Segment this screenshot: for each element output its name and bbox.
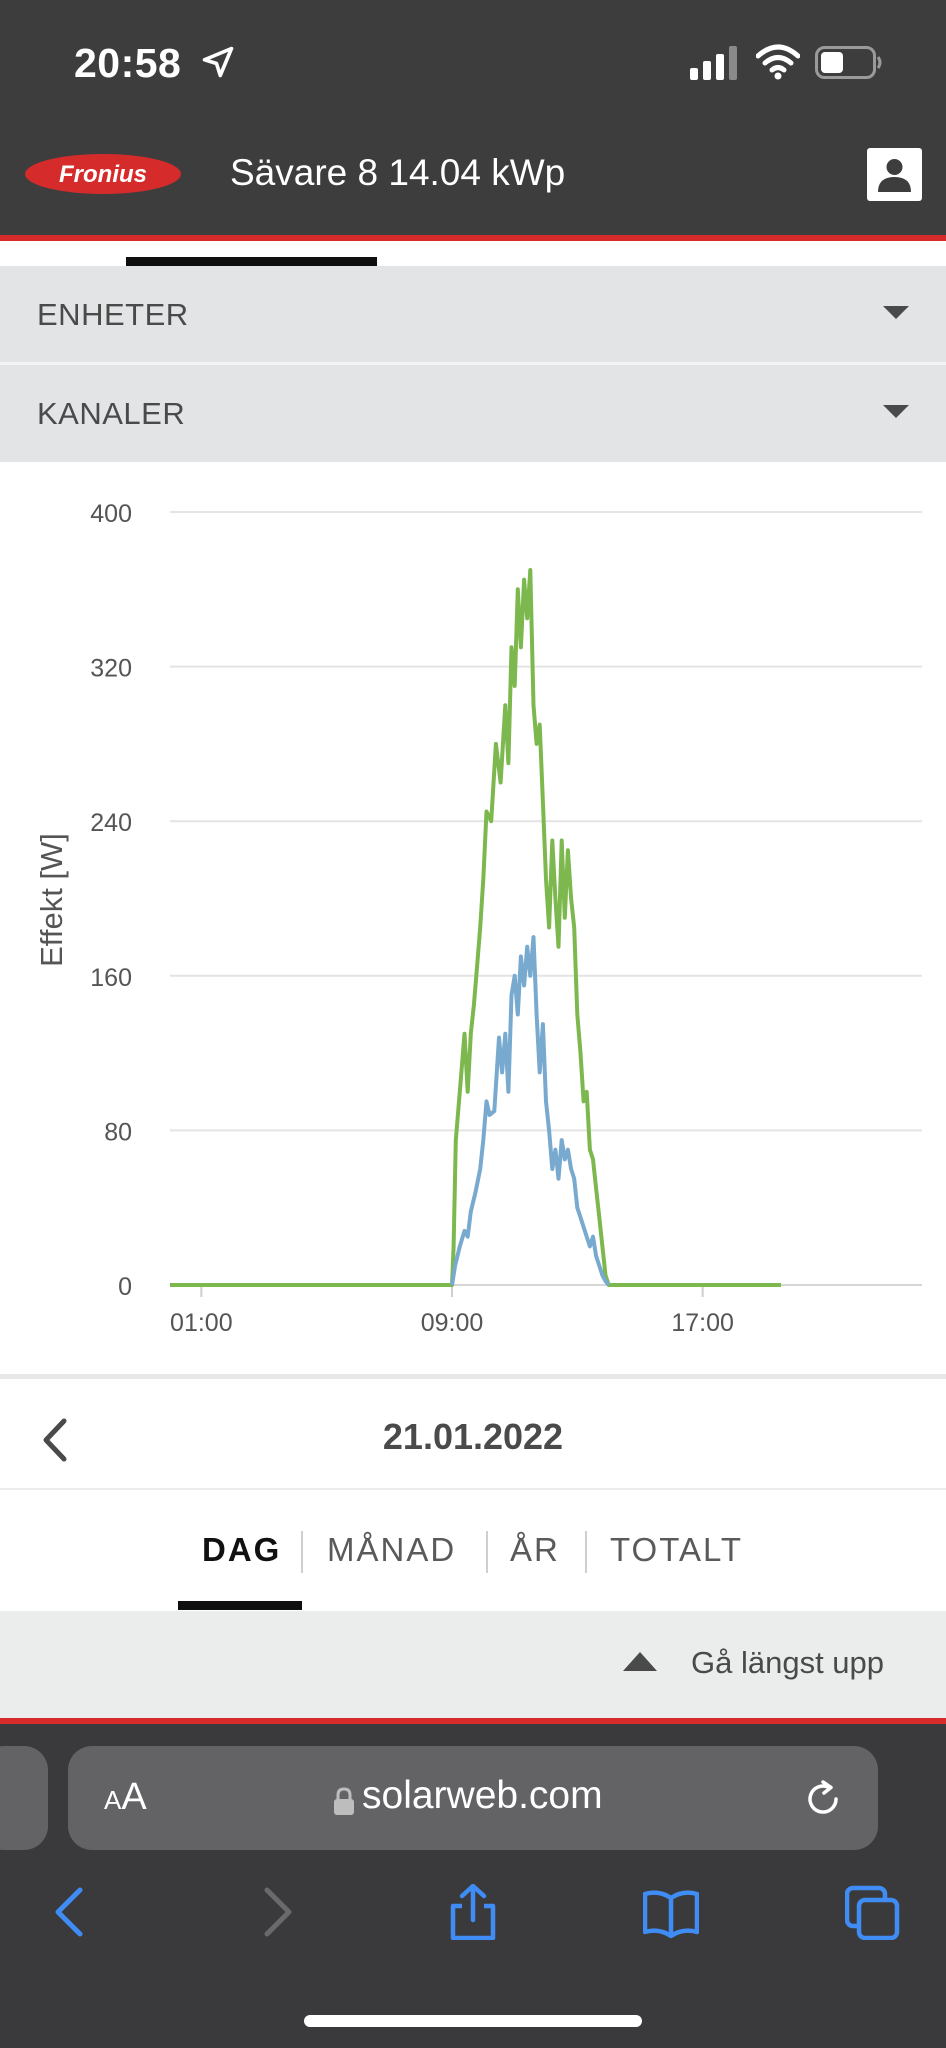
- period-tabs: [0, 1490, 946, 1611]
- user-profile-button[interactable]: [867, 148, 922, 201]
- tab-separator: [301, 1531, 303, 1573]
- y-tick-label: 400: [90, 500, 132, 528]
- tab-dag[interactable]: DAG: [202, 1531, 282, 1568]
- wifi-icon: [756, 44, 800, 80]
- back-to-top-bar[interactable]: [0, 1611, 946, 1718]
- user-icon: [878, 159, 911, 192]
- power-chart-svg: 0 80 160 240 320 400 01:00 09:00 17:00 Effekt […: [34, 500, 922, 1337]
- dropdown-label: ENHETER: [37, 297, 189, 332]
- y-tick-label: 320: [90, 655, 132, 683]
- address-bar[interactable]: [68, 1746, 878, 1850]
- y-tick-label: 80: [104, 1118, 132, 1146]
- date-divider: [0, 1488, 946, 1490]
- back-arrow-icon[interactable]: [44, 1884, 100, 1940]
- x-tick-label: 01:00: [170, 1309, 233, 1337]
- tab-ar[interactable]: ÅR: [510, 1531, 560, 1568]
- site-title: Sävare 8 14.04 kWp: [230, 152, 566, 193]
- x-tick-label: 17:00: [671, 1309, 734, 1337]
- battery-icon: [815, 46, 882, 79]
- chevron-down-icon: [883, 405, 909, 418]
- series-line-green: [170, 568, 781, 1287]
- reload-icon[interactable]: [803, 1779, 843, 1819]
- status-bar: 20:58: [0, 0, 946, 115]
- y-tick-label: 240: [90, 809, 132, 837]
- tab-separator: [585, 1531, 587, 1573]
- status-time: 20:58: [74, 40, 182, 86]
- cellular-signal-icon: [690, 46, 737, 80]
- dropdown-enheter[interactable]: ENHETER: [0, 266, 946, 363]
- logo-text: Fronius: [59, 161, 147, 188]
- url-text: solarweb.com: [362, 1774, 603, 1817]
- chart-divider: [0, 1374, 946, 1379]
- lock-icon: [334, 1787, 354, 1815]
- date-navigation: [0, 1379, 946, 1489]
- x-tick-label: 09:00: [421, 1309, 484, 1337]
- dropdown-divider: [0, 362, 946, 365]
- tabs-icon[interactable]: [845, 1884, 901, 1940]
- share-icon[interactable]: [445, 1884, 501, 1940]
- y-tick-label: 0: [118, 1273, 132, 1301]
- previous-tab-preview[interactable]: [0, 1746, 48, 1850]
- selected-date: 21.01.2022: [382, 1416, 564, 1457]
- power-chart: 0 80 160 240 320 400 01:00 09:00 17:00 Effekt […: [0, 462, 946, 1372]
- back-to-top-link[interactable]: Gå längst upp: [691, 1645, 885, 1680]
- header-accent-line: [0, 235, 946, 241]
- y-axis-label: Effekt [W]: [34, 833, 69, 967]
- tab-separator: [486, 1531, 488, 1573]
- y-tick-label: 160: [90, 964, 132, 992]
- location-arrow-icon: [202, 46, 234, 78]
- fronius-logo[interactable]: Fronius: [24, 153, 182, 195]
- previous-date-button[interactable]: [36, 1415, 76, 1465]
- nav-active-indicator: [126, 257, 377, 266]
- footer-accent-line: [0, 1718, 946, 1724]
- reader-settings-button[interactable]: AA: [104, 1776, 147, 1818]
- arrow-up-icon: [623, 1652, 657, 1671]
- chevron-down-icon: [883, 306, 909, 319]
- tab-manad[interactable]: MÅNAD: [327, 1531, 457, 1568]
- dropdown-label: KANALER: [37, 396, 186, 431]
- home-indicator: [304, 2015, 642, 2027]
- dropdown-kanaler[interactable]: KANALER: [0, 365, 946, 462]
- tab-active-indicator: [178, 1601, 302, 1610]
- bookmarks-icon[interactable]: [643, 1884, 699, 1940]
- series-line-blue: [450, 935, 611, 1287]
- forward-arrow-icon[interactable]: [247, 1884, 303, 1940]
- tab-totalt[interactable]: TOTALT: [610, 1531, 744, 1568]
